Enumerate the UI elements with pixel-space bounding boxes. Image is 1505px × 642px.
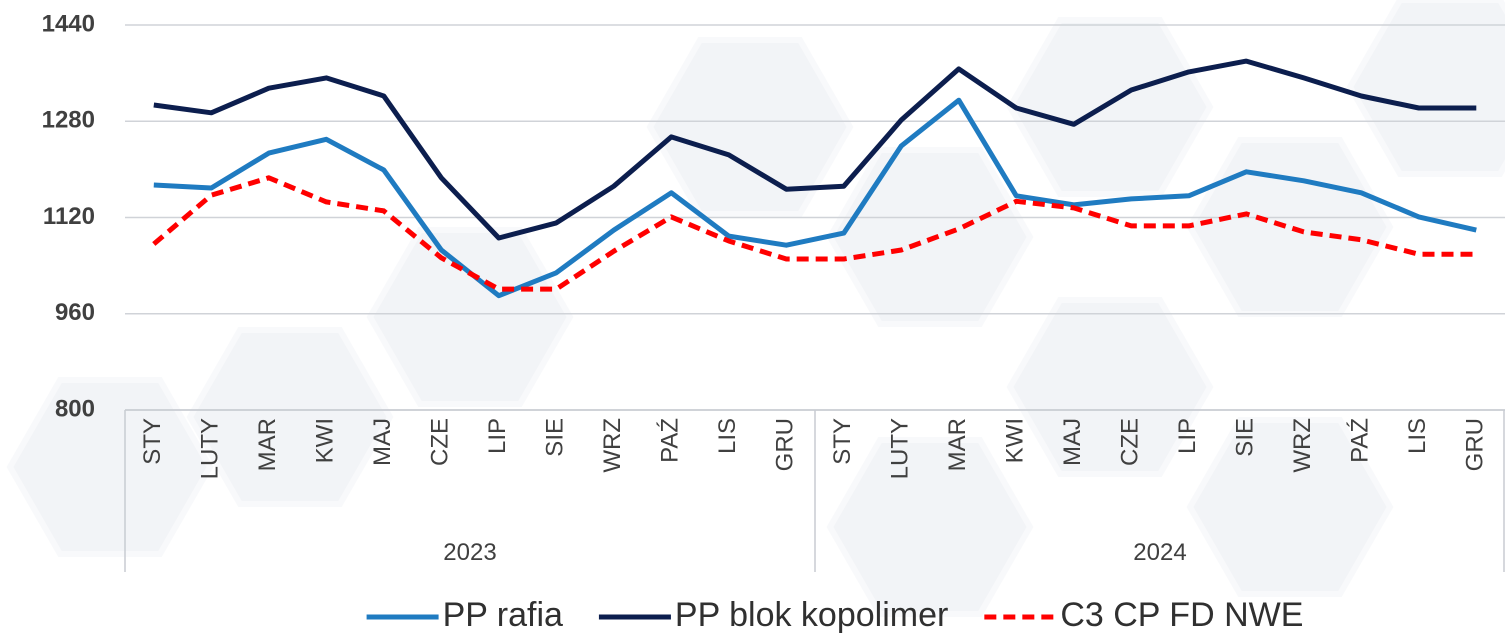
x-tick-label: MAJ xyxy=(369,418,396,466)
x-tick-label: LUTY xyxy=(197,418,224,479)
group-label: 2024 xyxy=(1133,539,1186,566)
x-tick-label: MAJ xyxy=(1059,418,1086,466)
x-tick-label: WRZ xyxy=(599,418,626,473)
background-pattern xyxy=(6,0,1505,617)
x-tick-label: LIP xyxy=(484,418,511,454)
x-tick-label: KWI xyxy=(312,418,339,463)
group-label: 2023 xyxy=(443,539,496,566)
legend-label: C3 CP FD NWE xyxy=(1060,596,1303,634)
x-tick-label: KWI xyxy=(1002,418,1029,463)
series-line xyxy=(153,97,1477,299)
x-tick-label: PAŹ xyxy=(1347,418,1374,463)
x-tick-label: LIP xyxy=(1174,418,1201,454)
y-tick-label: 1120 xyxy=(43,203,95,230)
y-tick-label: 960 xyxy=(55,299,95,326)
x-tick-label: LUTY xyxy=(887,418,914,479)
series-line xyxy=(153,58,1477,241)
legend-label: PP rafia xyxy=(443,596,563,634)
x-tick-label: PAŹ xyxy=(657,418,684,463)
x-tick-label: LIS xyxy=(714,418,741,454)
x-tick-label: CZE xyxy=(427,418,454,466)
y-tick-label: 1440 xyxy=(42,10,95,37)
y-tick-label: 1280 xyxy=(42,107,95,134)
x-tick-label: CZE xyxy=(1117,418,1144,466)
legend-label: PP blok kopolimer xyxy=(675,596,948,634)
x-tick-label: GRU xyxy=(1462,418,1489,471)
x-tick-label: MAR xyxy=(944,418,971,471)
x-tick-label: SIE xyxy=(1232,418,1259,457)
x-tick-label: MAR xyxy=(254,418,281,471)
x-tick-label: WRZ xyxy=(1289,418,1316,473)
x-tick-label: STY xyxy=(829,418,856,465)
x-tick-label: LIS xyxy=(1404,418,1431,454)
y-tick-label: 800 xyxy=(55,395,95,422)
x-tick-label: SIE xyxy=(542,418,569,457)
x-tick-label: STY xyxy=(139,418,166,465)
x-tick-label: GRU xyxy=(772,418,799,471)
